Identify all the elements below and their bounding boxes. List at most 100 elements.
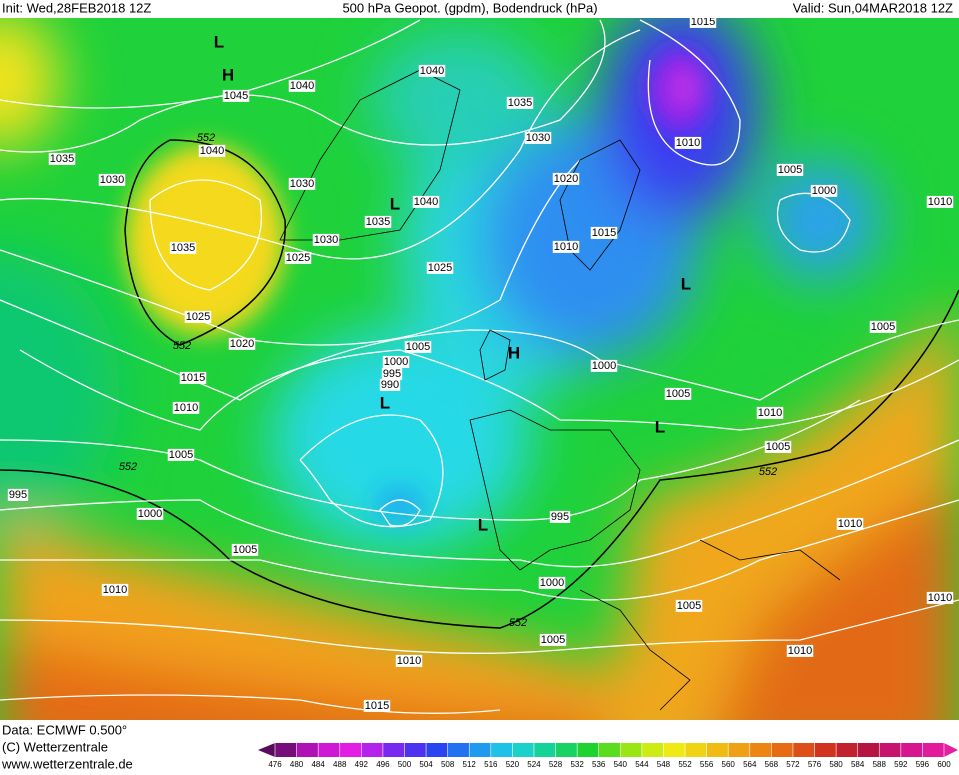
colorbar-label: 588 (873, 760, 887, 769)
colorbar-label: 560 (722, 760, 736, 769)
isobar-label: 1030 (100, 174, 124, 186)
colorbar-label: 600 (937, 760, 951, 769)
isobar-label-bg (418, 64, 446, 77)
isobar-label: 1005 (233, 544, 257, 556)
isobar-label-bg (228, 337, 256, 350)
isobar-label: 1010 (554, 241, 578, 253)
colorbar-swatch (512, 743, 535, 757)
isobar-label-bg (172, 401, 200, 414)
isobar-label: 1010 (788, 645, 812, 657)
isobar-label-bg (674, 136, 702, 149)
isobar-label-bg (101, 583, 129, 596)
isobar-label: 1005 (541, 634, 565, 646)
isobar-label-bg (836, 517, 864, 530)
isobar-label: 1020 (554, 173, 578, 185)
isobar-label: 1030 (314, 234, 338, 246)
colorbar-swatch (641, 743, 664, 757)
colorbar-swatch (404, 743, 427, 757)
colorbar-swatch (447, 743, 470, 757)
isobar-label-bg (184, 310, 212, 323)
isobar-label: 1005 (871, 321, 895, 333)
colorbar-swatch (771, 743, 794, 757)
colorbar-label: 504 (419, 760, 433, 769)
colorbar-swatch (879, 743, 902, 757)
isobar-label: 1015 (181, 372, 205, 384)
isobar-label: 995 (551, 511, 569, 523)
isobar-label-bg (552, 172, 580, 185)
colorbar-swatch (749, 743, 772, 757)
isobar-label-bg (926, 195, 954, 208)
isobar-label: 1000 (540, 577, 564, 589)
colorbar-swatch (598, 743, 621, 757)
colorbar-swatch (922, 743, 945, 757)
colorbar-label: 500 (398, 760, 412, 769)
isobar-label-bg (539, 633, 567, 646)
pressure-center: L (478, 515, 488, 534)
isobar-label: 1000 (592, 360, 616, 372)
isobar-label-bg (426, 261, 454, 274)
colorbar-swatch (685, 743, 708, 757)
isobar-label-bg (136, 507, 164, 520)
isobar-label-bg (506, 96, 534, 109)
isobar-label: 1010 (103, 584, 127, 596)
isobar-label: 1015 (691, 16, 715, 28)
colorbar-label: 480 (290, 760, 304, 769)
colorbar-label: 484 (311, 760, 325, 769)
colorbar-swatch (533, 743, 557, 757)
contour-label: 552 (509, 617, 527, 629)
isobar-label-bg (689, 18, 717, 28)
isobar-label-bg (756, 406, 784, 419)
isobar-label-bg (549, 510, 571, 523)
copyright: (C) Wetterzentrale (2, 739, 108, 754)
isobar-label: 1005 (666, 388, 690, 400)
isobar-label-bg (381, 367, 403, 380)
pressure-center: H (508, 343, 520, 362)
isobar-label: 1010 (174, 402, 198, 414)
isobar-label: 1015 (592, 227, 616, 239)
colorbar-swatch (792, 743, 816, 757)
colorbar-swatch (275, 743, 298, 757)
colorbar-swatch (706, 743, 729, 757)
pressure-center: L (380, 393, 390, 412)
colorbar-label: 536 (592, 760, 606, 769)
contour-label: 552 (119, 461, 137, 473)
pressure-center: L (655, 417, 665, 436)
colorbar-label: 512 (463, 760, 477, 769)
colorbar-label: 508 (441, 760, 455, 769)
colorbar-swatch (900, 743, 923, 757)
contour-label: 552 (173, 340, 191, 352)
isobar-label: 1010 (397, 655, 421, 667)
colorbar-swatch (382, 743, 405, 757)
colorbar-end (258, 743, 275, 757)
isobar-label-bg (198, 144, 226, 157)
isobar-label-bg (764, 440, 792, 453)
isobar-label: 1010 (758, 407, 782, 419)
colorbar-swatch (490, 743, 513, 757)
contour-label: 552 (759, 466, 777, 478)
colorbar-label: 492 (355, 760, 369, 769)
isobar-label-bg (664, 387, 692, 400)
isobar-label: 1005 (778, 164, 802, 176)
isobar-label-bg (379, 378, 401, 391)
isobar-label-bg (231, 543, 259, 556)
colorbar-label: 488 (333, 760, 347, 769)
isobar-label-bg (926, 591, 954, 604)
isobar-label: 1035 (50, 153, 74, 165)
isobar-label-bg (167, 448, 195, 461)
isobar-label-bg (169, 241, 197, 254)
colorbar: 476 480 484 488 492 496 500 504 508 512 516 520 524 5… (258, 743, 958, 769)
isobar-label: 1005 (766, 441, 790, 453)
colorbar-label: 520 (506, 760, 520, 769)
website: www.wetterzentrale.de (1, 756, 133, 770)
isobar-label: 1035 (171, 242, 195, 254)
isobar-label-bg (869, 320, 897, 333)
colorbar-label: 516 (484, 760, 498, 769)
data-source: Data: ECMWF 0.500° (2, 722, 127, 737)
colorbar-label: 524 (527, 760, 541, 769)
colorbar-swatch (663, 743, 686, 757)
isobar-label-bg (776, 163, 804, 176)
colorbar-label: 592 (894, 760, 908, 769)
isobar-label-bg (675, 599, 703, 612)
header-bar (0, 0, 959, 18)
